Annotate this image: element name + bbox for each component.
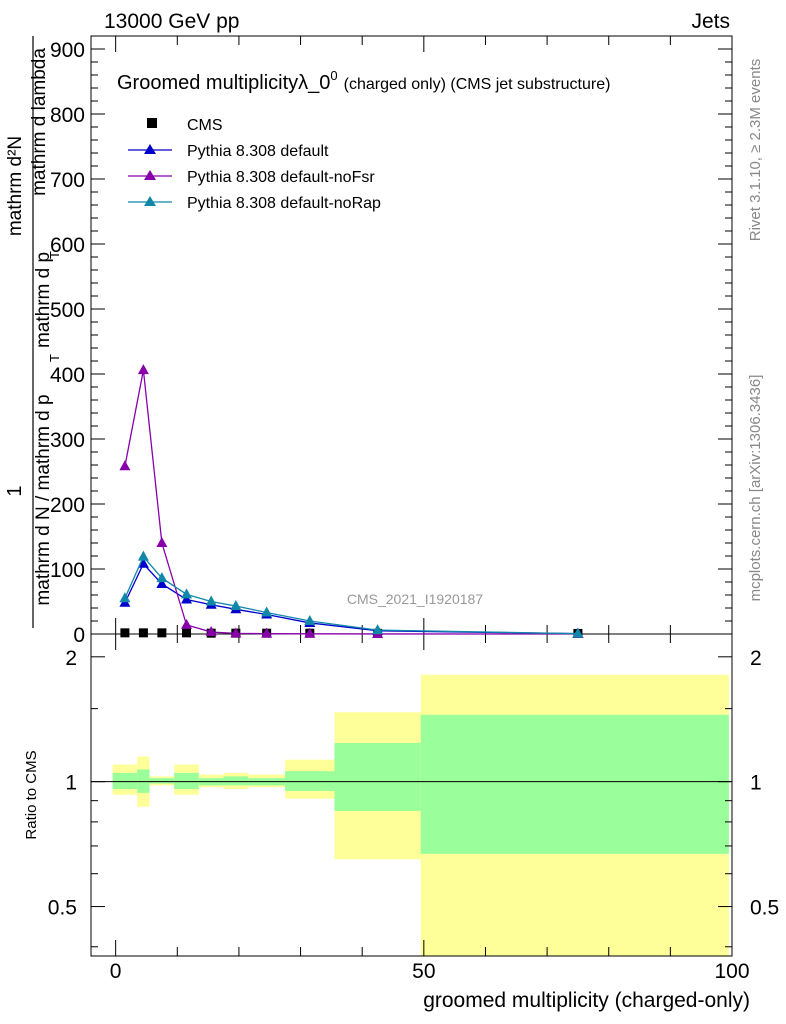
series-3-point	[261, 606, 273, 617]
y-label-dp: mathrm d p	[33, 252, 54, 348]
x-tick-label: 100	[714, 960, 749, 983]
legend: CMS Pythia 8.308 default Pythia 8.308 de…	[128, 117, 381, 212]
series-line-3	[124, 555, 578, 635]
series-3-point	[230, 600, 242, 611]
y-label-denominator: mathrm d N / mathrm d p	[33, 394, 54, 605]
ratio-y-tick-label-right: 2	[750, 647, 762, 670]
series-1-point	[181, 593, 193, 604]
main-y-tick-label: 600	[50, 234, 85, 257]
series-3-point	[156, 572, 168, 583]
main-y-axis: 0 100 200 300 400 500 600 700 800 900	[50, 35, 732, 647]
main-y-tick-label: 500	[50, 299, 85, 322]
x-axis-label: groomed multiplicity (charged-only)	[423, 989, 750, 1012]
series-2-point	[156, 537, 168, 547]
ratio-inner-band-8	[334, 742, 421, 811]
series-line-1	[124, 562, 578, 635]
legend-default-marker	[144, 144, 156, 154]
series-3-point	[304, 615, 316, 625]
y-label-numerator: 1	[4, 485, 26, 496]
cms-data-point	[157, 628, 167, 638]
main-y-tick-label: 700	[50, 169, 85, 192]
mcplots-label: mcplots.cern.ch [arXiv:1306.3436]	[747, 375, 764, 602]
legend-label-norap: Pythia 8.308 default-noRap	[187, 195, 381, 212]
ratio-y-tick-label-right: 1	[750, 772, 762, 795]
series-2-point	[230, 627, 242, 638]
main-y-tick-label: 100	[50, 559, 85, 582]
series-line-2	[124, 369, 578, 635]
main-y-tick-label: 400	[50, 364, 85, 387]
ratio-y-tick-label-right: 0.5	[750, 897, 779, 920]
ratio-inner-band-1	[137, 769, 150, 793]
main-y-tick-label: 900	[50, 39, 85, 62]
series-3-point	[137, 550, 149, 561]
rivet-label: Rivet 3.1.10, ≥ 2.3M events	[747, 59, 764, 242]
process-label: Jets	[691, 10, 730, 33]
series-2-point	[119, 460, 131, 471]
series-3-point	[205, 595, 217, 606]
legend-nofsr-marker	[144, 170, 156, 180]
legend-cms-marker	[147, 118, 157, 128]
ratio-inner-band-7	[285, 771, 335, 791]
ratio-y-tick-label: 1	[65, 772, 77, 795]
series-3-point	[181, 588, 193, 599]
series-2-point	[261, 627, 273, 638]
y-label-subscript-t2: T	[47, 251, 62, 259]
energy-label: 13000 GeV pp	[104, 10, 239, 33]
series-group	[119, 364, 584, 638]
ratio-y-axis-label: Ratio to CMS	[23, 750, 40, 839]
legend-norap-marker	[144, 196, 156, 206]
legend-label-cms: CMS	[187, 117, 223, 134]
series-3-point	[572, 627, 584, 638]
legend-label-default: Pythia 8.308 default	[187, 143, 329, 160]
ratio-inner-band-0	[112, 772, 138, 790]
ratio-inner-band-9	[420, 714, 729, 854]
main-y-tick-label: 300	[50, 429, 85, 452]
main-y-tick-label: 200	[50, 494, 85, 517]
ratio-bands	[112, 674, 729, 956]
plot-title: Groomed multiplicityλ_00(charged only) (…	[117, 68, 610, 94]
x-tick-label: 50	[412, 960, 435, 983]
y-label-dlambda: mathrm d lambda	[29, 48, 50, 196]
cms-data-point	[138, 628, 148, 638]
x-tick-label: 0	[110, 960, 122, 983]
ratio-y-tick-label: 0.5	[48, 897, 77, 920]
main-y-tick-label: 0	[73, 624, 85, 647]
analysis-label: CMS_2021_I1920187	[347, 591, 483, 607]
series-1-point	[137, 557, 149, 568]
y-label-subscript-t1: T	[47, 354, 62, 362]
ratio-y-tick-label: 2	[65, 647, 77, 670]
cms-data-point	[182, 628, 192, 638]
ratio-inner-band-3	[174, 772, 199, 790]
series-3-point	[372, 624, 384, 635]
series-1-point	[156, 577, 168, 588]
y-label-d2n: mathrm d²N	[5, 136, 26, 236]
ratio-inner-band-5	[223, 776, 249, 786]
cms-data-point	[120, 628, 130, 638]
main-y-tick-label: 800	[50, 104, 85, 127]
ratio-inner-band-2	[149, 778, 175, 784]
series-3-point	[119, 592, 131, 603]
series-2-point	[181, 618, 193, 629]
legend-label-nofsr: Pythia 8.308 default-noFsr	[187, 169, 375, 186]
series-2-point	[137, 364, 149, 375]
series-2-point	[205, 626, 217, 637]
main-y-axis-label: 1 mathrm d N / mathrm d p T mathrm d²N m…	[4, 36, 62, 628]
series-2-point	[304, 627, 316, 638]
